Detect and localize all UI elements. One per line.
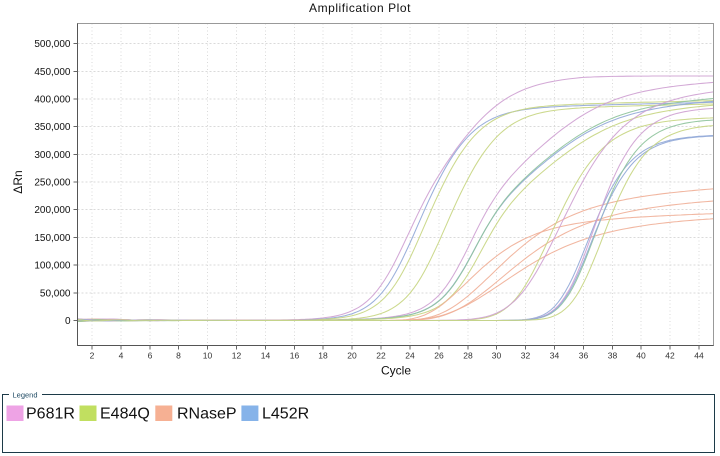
svg-text:6: 6 (148, 351, 153, 361)
svg-text:RNaseP: RNaseP (177, 406, 237, 423)
svg-text:42: 42 (665, 351, 675, 361)
svg-text:350,000: 350,000 (34, 122, 71, 133)
svg-text:4: 4 (119, 351, 124, 361)
svg-text:500,000: 500,000 (34, 39, 71, 50)
svg-text:200,000: 200,000 (34, 205, 71, 216)
svg-text:24: 24 (405, 351, 415, 361)
svg-text:36: 36 (579, 351, 589, 361)
svg-text:30: 30 (492, 351, 502, 361)
svg-text:20: 20 (347, 351, 357, 361)
svg-text:34: 34 (550, 351, 560, 361)
svg-text:2: 2 (90, 351, 95, 361)
svg-text:L452R: L452R (262, 406, 309, 423)
svg-text:E484Q: E484Q (100, 406, 150, 423)
svg-text:28: 28 (463, 351, 473, 361)
svg-text:18: 18 (318, 351, 328, 361)
svg-text:16: 16 (290, 351, 300, 361)
svg-text:250,000: 250,000 (34, 178, 71, 189)
svg-text:450,000: 450,000 (34, 67, 71, 78)
svg-text:ΔRn: ΔRn (11, 170, 25, 193)
svg-text:400,000: 400,000 (34, 95, 71, 106)
svg-text:0: 0 (65, 316, 71, 327)
svg-text:10: 10 (203, 351, 213, 361)
svg-text:100,000: 100,000 (34, 261, 71, 272)
svg-text:40: 40 (636, 351, 646, 361)
svg-text:8: 8 (176, 351, 181, 361)
svg-text:300,000: 300,000 (34, 150, 71, 161)
svg-text:12: 12 (232, 351, 242, 361)
svg-text:150,000: 150,000 (34, 233, 71, 244)
svg-text:22: 22 (376, 351, 386, 361)
svg-text:P681R: P681R (26, 406, 75, 423)
svg-text:Legend: Legend (13, 391, 38, 400)
svg-text:32: 32 (521, 351, 531, 361)
svg-text:Amplification Plot: Amplification Plot (309, 1, 411, 15)
svg-text:14: 14 (261, 351, 271, 361)
svg-text:26: 26 (434, 351, 444, 361)
svg-text:44: 44 (694, 351, 704, 361)
svg-text:Cycle: Cycle (381, 364, 411, 378)
svg-text:38: 38 (608, 351, 618, 361)
svg-text:50,000: 50,000 (40, 289, 71, 300)
